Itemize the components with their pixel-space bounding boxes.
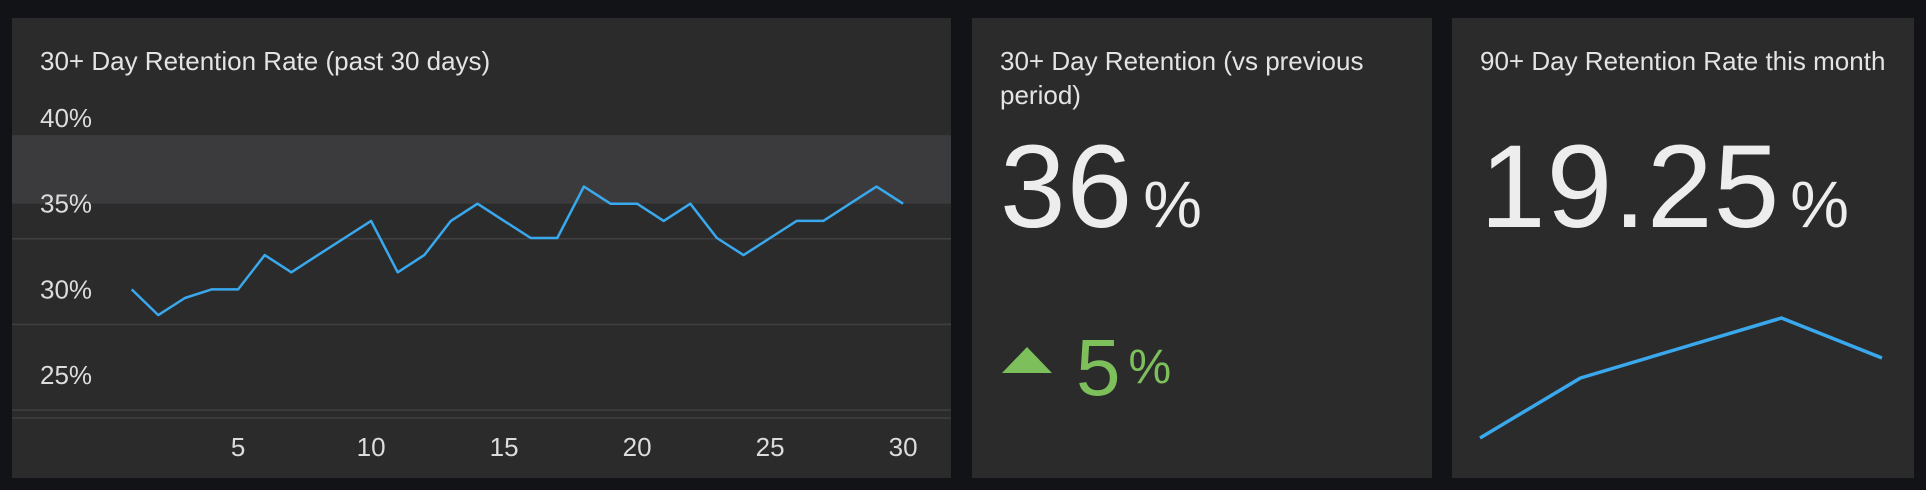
threshold-band (12, 135, 951, 204)
panel-title: 90+ Day Retention Rate this month (1480, 46, 1886, 76)
stat-value: 36 (1000, 121, 1134, 253)
retention-90-panel: 90+ Day Retention Rate this month 19.25% (1452, 18, 1914, 478)
x-tick-label: 20 (623, 432, 652, 462)
y-tick-label: 40% (40, 103, 92, 133)
y-tick-label: 35% (40, 189, 92, 219)
retention-line-chart: 25% 30% 35% 40% 5 10 15 20 25 30 (12, 103, 951, 462)
stat-unit: % (1790, 167, 1849, 241)
retention-rate-chart-panel: 30+ Day Retention Rate (past 30 days) 25… (12, 18, 951, 478)
triangle-up-icon (1002, 347, 1052, 373)
delta-unit: % (1128, 341, 1172, 394)
stat-unit: % (1143, 167, 1202, 241)
x-tick-label: 10 (357, 432, 386, 462)
retention-vs-previous-panel: 30+ Day Retention (vs previous period) 3… (972, 18, 1432, 478)
x-tick-label: 15 (490, 432, 519, 462)
retention-stat: 36% (1000, 128, 1202, 246)
y-tick-label: 25% (40, 360, 92, 390)
retention-sparkline (1479, 316, 1883, 440)
x-tick-label: 5 (231, 432, 245, 462)
stat-value: 19.25 (1480, 121, 1781, 253)
x-tick-label: 25 (756, 432, 785, 462)
panel-title: 30+ Day Retention Rate (past 30 days) (40, 46, 491, 76)
sparkline-series-line (1479, 316, 1883, 440)
delta-indicator: 5% (1002, 328, 1171, 408)
y-tick-label: 30% (40, 274, 92, 304)
series-line (130, 185, 904, 317)
retention-90-stat: 19.25% (1480, 128, 1849, 246)
x-tick-label: 30 (889, 432, 918, 462)
delta-value: 5 (1076, 323, 1121, 412)
panel-title: 30+ Day Retention (vs previous period) (1000, 46, 1364, 110)
